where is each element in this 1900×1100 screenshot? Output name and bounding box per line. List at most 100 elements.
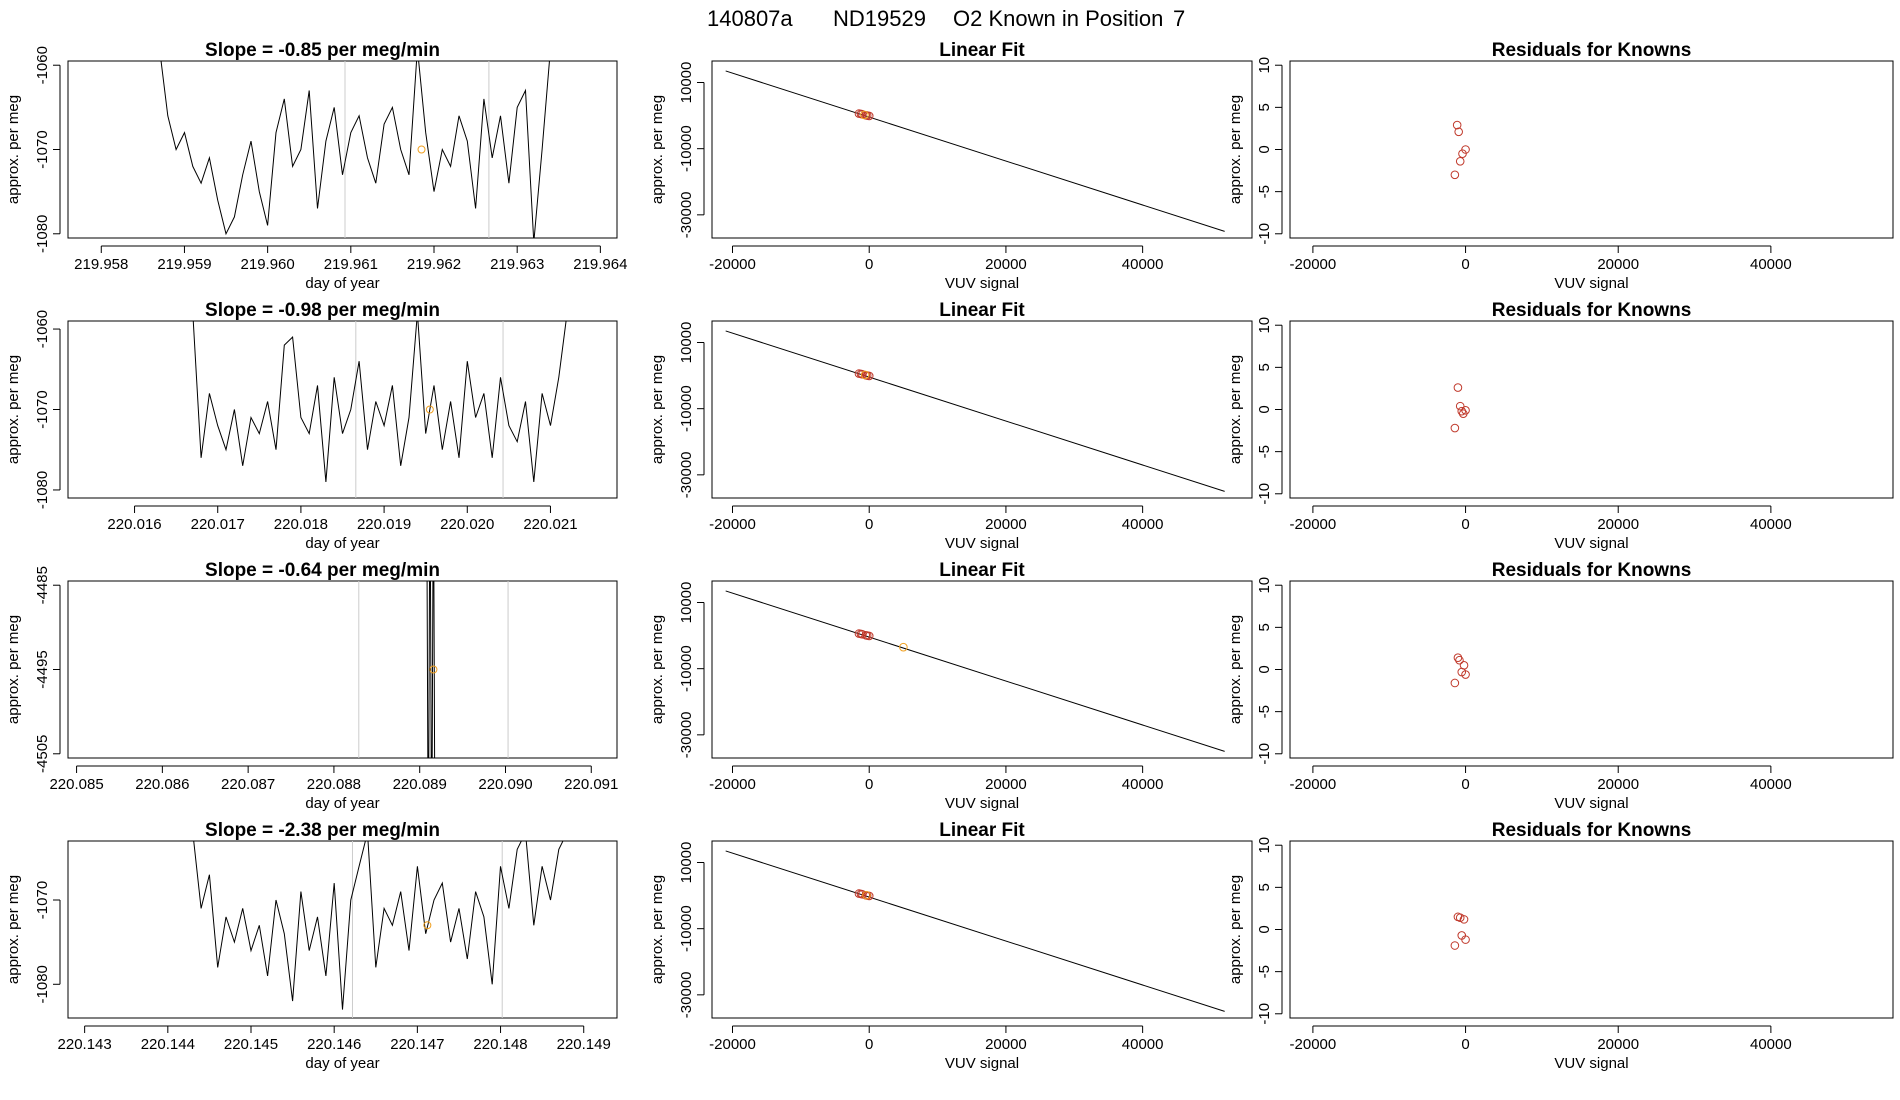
data-point [862, 631, 872, 640]
x-tick-label: 220.143 [58, 1036, 112, 1053]
chart-panel-5: Linear Fit -20000 0 20000 40000 VUV signal 100… [649, 300, 1253, 552]
chart-title-slope: -0.98 [278, 300, 321, 321]
y-tick-label: -1070 [34, 390, 51, 428]
y-axis: 10000 -10000 -30000 [678, 62, 705, 238]
x-axis: 220.016 220.017 220.018 220.019 220.020 220.0… [107, 505, 578, 533]
x-axis: -20000 0 20000 40000 [709, 505, 1163, 533]
plot-frame [67, 580, 618, 759]
x-tick-label: 20000 [1597, 1036, 1639, 1053]
plot-frame [1289, 320, 1894, 499]
y-tick-label: -1060 [34, 46, 51, 84]
data-point [1461, 670, 1470, 679]
data-point [1455, 157, 1465, 166]
y-tick-label: -10 [1256, 1003, 1273, 1025]
chart-title: Linear Fit [939, 40, 1025, 61]
y-axis: 10 5 0 -5 -10 [1256, 837, 1283, 1025]
y-tick-label: -10000 [678, 905, 695, 952]
plot-area [160, 61, 550, 238]
y-axis: -1070 -1080 [34, 881, 61, 1003]
y-axis-label: approx. per meg [5, 875, 22, 984]
chart-panel-7: Slope = -0.64 per meg/min 220.085 220.086 2… [5, 560, 618, 812]
figure-title: 140807a ND19529 O2 Known in Position 7 [707, 6, 1185, 31]
plot-frame [1289, 840, 1894, 1019]
x-tick-label: 20000 [1597, 776, 1639, 793]
plot-area [1450, 912, 1470, 950]
x-axis-label: day of year [305, 535, 379, 552]
x-tick-label: 20000 [985, 776, 1027, 793]
plot-area [358, 581, 509, 758]
x-axis: 220.143 220.144 220.145 220.146 220.147 220.1… [58, 1025, 611, 1053]
chart-panel-6: Residuals for Knowns -20000 0 20000 40000 VUV… [1227, 300, 1894, 552]
x-tick-label: 220.086 [135, 776, 189, 793]
x-axis: -20000 0 20000 40000 [1290, 505, 1792, 533]
y-axis: -1060 -1070 -1080 [34, 310, 61, 509]
chart-panel-12: Residuals for Knowns -20000 0 20000 40000 VUV… [1227, 820, 1894, 1072]
x-tick-label: 20000 [985, 1036, 1027, 1053]
chart-title-prefix: Slope = [205, 560, 278, 581]
chart-panel-3: Residuals for Knowns -20000 0 20000 40000 VUV… [1227, 40, 1894, 292]
y-tick-label: -5 [1256, 965, 1273, 978]
chart-title: Linear Fit [939, 820, 1025, 841]
y-tick-label: -10000 [678, 645, 695, 692]
plot-frame [67, 320, 618, 499]
data-point [1450, 170, 1460, 180]
y-tick-label: -1080 [34, 471, 51, 509]
chart-title: Slope = -0.64 per meg/min [205, 560, 440, 581]
x-tick-label: 219.958 [74, 256, 128, 273]
data-point [856, 629, 866, 639]
plot-area [725, 850, 1225, 1012]
x-tick-label: -20000 [1290, 256, 1337, 273]
y-axis: -1060 -1070 -1080 [34, 46, 61, 253]
x-tick-label: 220.020 [440, 516, 494, 533]
x-tick-label: 40000 [1750, 516, 1792, 533]
x-tick-label: 220.148 [473, 1036, 527, 1053]
y-axis-label: approx. per meg [1227, 355, 1244, 464]
x-tick-label: 20000 [1597, 516, 1639, 533]
y-tick-label: 5 [1256, 623, 1273, 631]
x-tick-label: 219.963 [490, 256, 544, 273]
data-point [1452, 120, 1462, 130]
x-tick-label: 40000 [1750, 1036, 1792, 1053]
chart-panel-8: Linear Fit -20000 0 20000 40000 VUV signal 100… [649, 560, 1253, 812]
x-tick-label: 220.085 [49, 776, 103, 793]
x-tick-label: 220.016 [107, 516, 161, 533]
plot-area [1450, 120, 1470, 180]
figure-title-desc: O2 Known in Position [953, 6, 1163, 31]
x-axis: -20000 0 20000 40000 [709, 245, 1163, 273]
y-tick-label: -10 [1256, 483, 1273, 505]
x-axis-label: VUV signal [1554, 1055, 1628, 1072]
y-tick-label: 10000 [678, 842, 695, 884]
y-axis-label: approx. per meg [649, 875, 666, 984]
x-tick-label: 220.087 [221, 776, 275, 793]
y-axis: 10 5 0 -5 -10 [1256, 577, 1283, 765]
y-tick-label: 5 [1256, 883, 1273, 891]
known-point [899, 642, 908, 652]
x-tick-label: 0 [1461, 1036, 1469, 1053]
x-tick-label: 0 [1461, 256, 1469, 273]
x-tick-label: 220.146 [307, 1036, 361, 1053]
x-tick-label: 20000 [985, 516, 1027, 533]
y-axis: 10000 -10000 -30000 [678, 582, 705, 758]
x-axis: -20000 0 20000 40000 [709, 765, 1163, 793]
chart-panel-11: Linear Fit -20000 0 20000 40000 VUV signal 100… [649, 820, 1253, 1072]
x-axis-label: day of year [305, 1055, 379, 1072]
x-tick-label: 220.145 [224, 1036, 278, 1053]
known-point [425, 405, 434, 414]
y-tick-label: 0 [1256, 405, 1273, 413]
x-tick-label: 220.019 [357, 516, 411, 533]
chart-title: Linear Fit [939, 300, 1025, 321]
x-tick-label: 220.018 [274, 516, 328, 533]
series-line [160, 61, 550, 238]
data-point [1453, 653, 1463, 663]
y-tick-label: 10000 [678, 62, 695, 104]
x-tick-label: 220.021 [523, 516, 577, 533]
y-axis-label: approx. per meg [5, 355, 22, 464]
data-point [1458, 149, 1467, 159]
y-tick-label: -30000 [678, 451, 695, 498]
y-axis: 10000 -10000 -30000 [678, 842, 705, 1018]
